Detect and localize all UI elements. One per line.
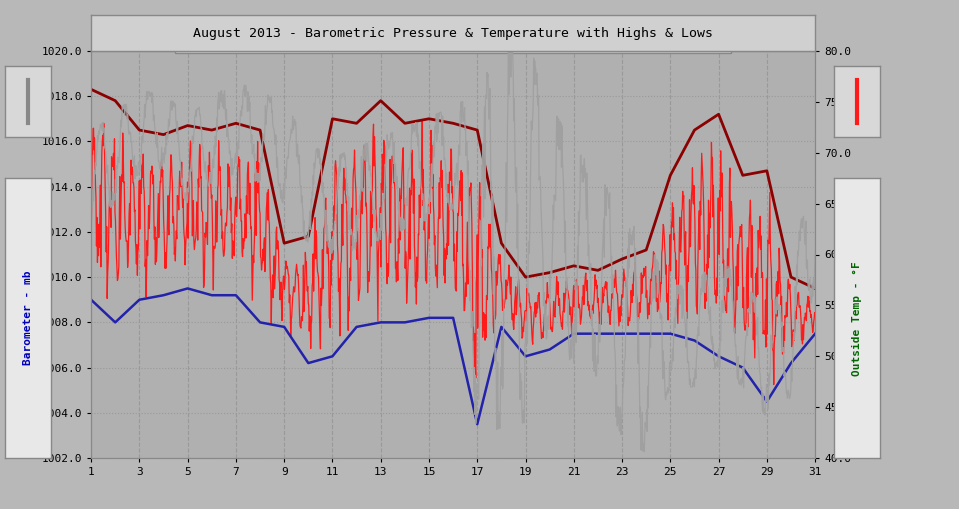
Text: Outside Temp - °F: Outside Temp - °F [853,261,862,376]
Y-axis label: Barometer - mb: Barometer - mb [22,196,36,313]
Title: August 2013 - Barometric Pressure & Temperature with Highs & Lows: August 2013 - Barometric Pressure & Temp… [181,33,725,47]
Text: August 2013 - Barometric Pressure & Temperature with Highs & Lows: August 2013 - Barometric Pressure & Temp… [193,26,713,40]
Text: Barometer - mb: Barometer - mb [23,271,33,365]
Y-axis label: Outside Temp - °F: Outside Temp - °F [856,183,871,326]
